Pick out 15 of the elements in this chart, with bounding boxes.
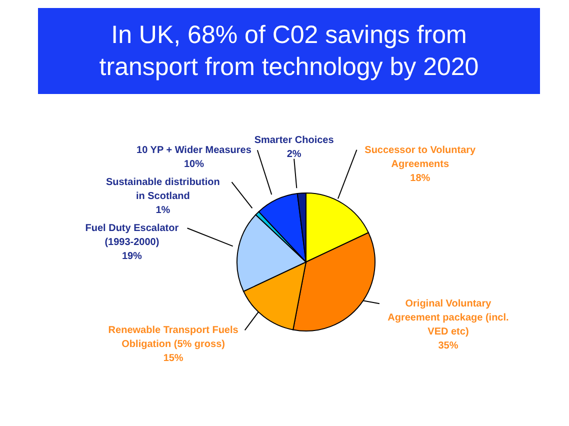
- slice-label: Fuel Duty Escalator (1993-2000): [85, 223, 179, 248]
- data-label: 15%: [163, 353, 184, 364]
- slice-label: Sustainable distribution in Scotland: [106, 177, 220, 202]
- data-label: 18%: [410, 172, 430, 184]
- slice-label: Smarter Choices: [254, 134, 334, 146]
- data-label: 10%: [184, 159, 204, 170]
- data-label: 35%: [438, 340, 458, 352]
- slice-label: Original Voluntary Agreement package (incl. VED etc): [388, 298, 510, 338]
- slice-label: 10 YP + Wider Measures: [136, 145, 252, 156]
- slice-label: Renewable Transport Fuels Obligation (5% gross): [108, 325, 239, 350]
- chart-title: In UK, 68% of C02 savings from transport from technology by 2020: [38, 8, 540, 94]
- data-label: 1%: [156, 205, 170, 216]
- slice-label: Successor to Voluntary Agreements: [364, 144, 476, 170]
- data-label: 19%: [122, 251, 142, 262]
- data-label: 2%: [286, 148, 302, 160]
